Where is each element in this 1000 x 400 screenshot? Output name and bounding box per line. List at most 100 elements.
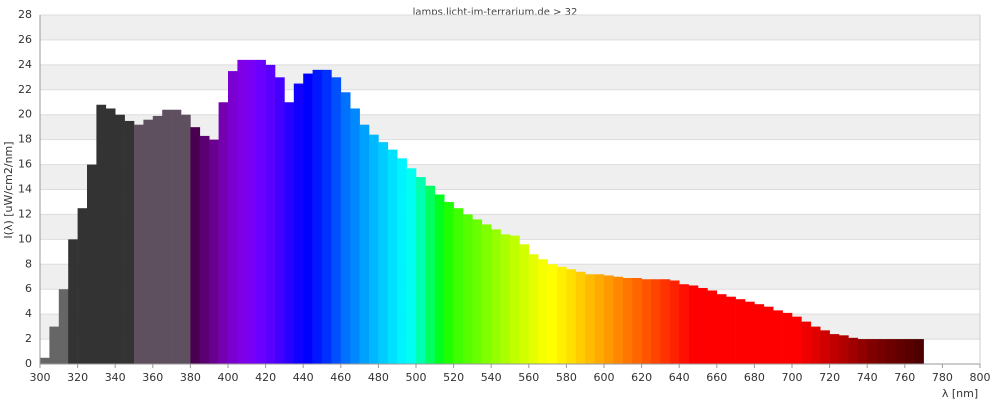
bar: [105, 108, 116, 364]
y-tick-label: 6: [25, 282, 32, 295]
bar: [519, 244, 530, 364]
bar: [162, 109, 172, 364]
bar: [538, 259, 548, 364]
y-tick-label: 18: [18, 133, 32, 146]
bar: [463, 214, 473, 364]
bar: [406, 168, 417, 364]
bar: [275, 77, 285, 365]
bar: [641, 279, 652, 364]
y-tick-label: 20: [18, 108, 32, 121]
y-tick-label: 12: [18, 207, 32, 220]
bar: [143, 119, 154, 364]
bar: [378, 142, 389, 364]
bar: [265, 64, 276, 364]
bar: [350, 108, 360, 364]
bar: [256, 59, 266, 364]
bar: [369, 134, 379, 364]
bar: [848, 337, 859, 364]
bar: [134, 124, 144, 364]
bar: [792, 316, 802, 364]
bar: [340, 92, 351, 365]
bar: [115, 114, 125, 364]
bar: [745, 301, 755, 364]
bar: [585, 274, 595, 364]
bar: [152, 115, 163, 364]
x-tick-label: 540: [481, 371, 502, 384]
bar: [735, 299, 746, 364]
x-tick-label: 500: [406, 371, 427, 384]
bar: [246, 59, 257, 364]
y-tick-label: 0: [25, 357, 32, 370]
x-tick-label: 760: [894, 371, 915, 384]
bar: [77, 208, 88, 364]
bar: [876, 339, 887, 364]
bar: [651, 279, 661, 364]
x-tick-label: 300: [30, 371, 51, 384]
bar: [87, 164, 97, 364]
bar: [237, 59, 248, 364]
bar: [857, 339, 868, 364]
bar: [810, 326, 821, 364]
x-tick-label: 600: [594, 371, 615, 384]
bar: [218, 102, 229, 364]
x-tick-label: 460: [330, 371, 351, 384]
bar: [444, 201, 454, 364]
bar: [58, 289, 69, 364]
y-tick-label: 28: [18, 8, 32, 21]
x-tick-label: 660: [706, 371, 727, 384]
bar: [594, 274, 605, 364]
bar: [68, 239, 78, 364]
bar: [312, 69, 323, 364]
bar: [190, 127, 201, 364]
y-tick-label: 22: [18, 83, 32, 96]
y-tick-label: 10: [18, 232, 32, 245]
bar: [528, 254, 539, 364]
bar: [566, 269, 577, 364]
x-tick-label: 340: [105, 371, 126, 384]
bar: [801, 321, 812, 364]
x-tick-label: 740: [857, 371, 878, 384]
y-tick-label: 24: [18, 58, 32, 71]
bar: [124, 120, 135, 364]
bar: [782, 312, 793, 364]
bar: [688, 285, 699, 364]
bar: [303, 73, 313, 364]
bar: [171, 109, 182, 364]
bar: [575, 271, 586, 364]
bar: [679, 284, 689, 364]
x-tick-label: 780: [932, 371, 953, 384]
x-tick-label: 480: [368, 371, 389, 384]
bar: [547, 264, 558, 364]
bar: [40, 357, 50, 364]
x-axis-label: λ [nm]: [942, 387, 978, 400]
bar: [839, 335, 849, 364]
bar: [754, 304, 765, 364]
bar: [481, 224, 492, 364]
bar: [397, 158, 407, 364]
y-tick-label: 14: [18, 183, 32, 196]
x-tick-label: 560: [518, 371, 539, 384]
bar: [707, 290, 718, 364]
bar: [914, 339, 924, 364]
bar: [895, 339, 906, 364]
bar: [763, 306, 774, 364]
bar: [669, 280, 680, 364]
grid-band: [40, 15, 980, 40]
y-tick-label: 8: [25, 257, 32, 270]
bar: [387, 149, 398, 364]
bar: [613, 276, 624, 364]
bar: [604, 275, 614, 364]
bar: [331, 77, 342, 365]
x-tick-label: 400: [218, 371, 239, 384]
bar: [228, 71, 238, 364]
bar: [773, 310, 783, 364]
x-tick-label: 380: [180, 371, 201, 384]
x-tick-label: 720: [819, 371, 840, 384]
bar: [698, 287, 708, 364]
grid-band: [40, 64, 980, 90]
bar: [500, 234, 511, 364]
bar: [510, 235, 520, 364]
y-tick-label: 26: [18, 33, 32, 46]
y-tick-label: 4: [25, 307, 32, 320]
bar: [96, 104, 107, 364]
